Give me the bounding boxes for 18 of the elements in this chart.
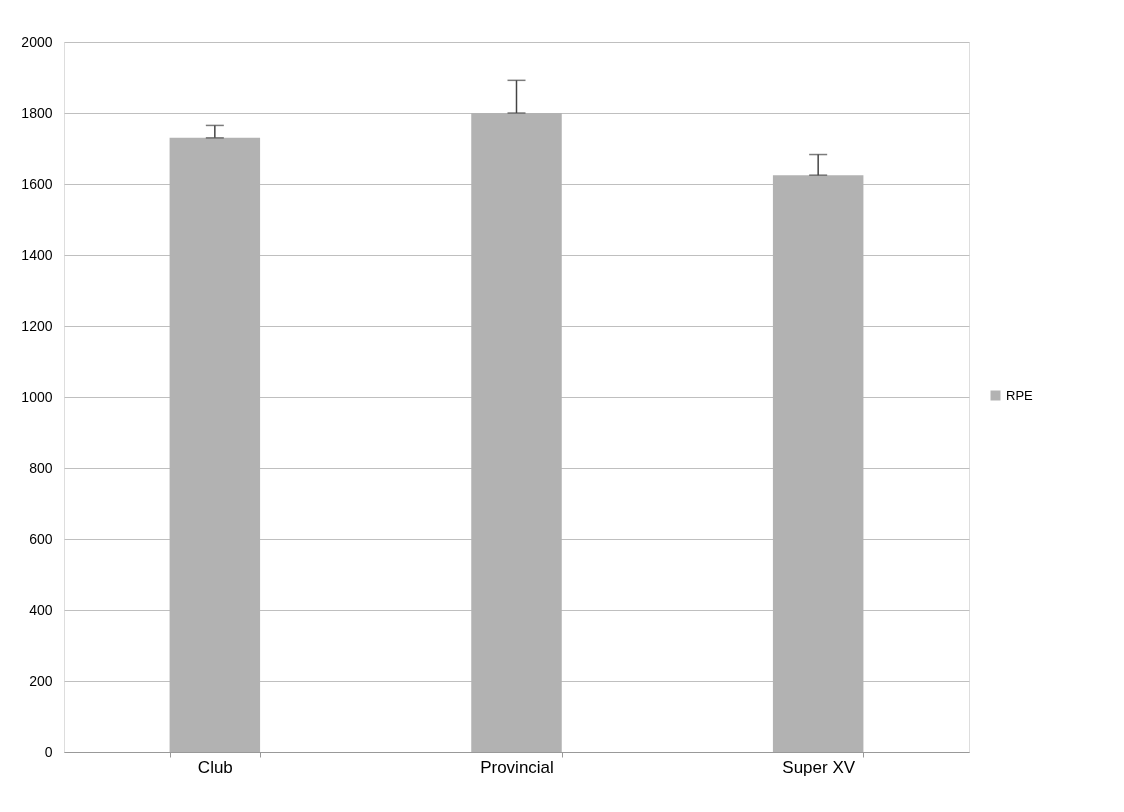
y-tick-label: 600 <box>29 530 53 547</box>
y-tick-label: 1200 <box>21 317 53 334</box>
y-tick-label: 800 <box>29 459 53 476</box>
y-tick-label: 1600 <box>21 175 53 192</box>
bar <box>772 175 864 752</box>
x-tick-label: Provincial <box>480 757 554 777</box>
y-tick-label: 400 <box>29 601 53 618</box>
x-tick-label: Club <box>197 757 233 777</box>
x-tick-label: Super XV <box>782 757 856 777</box>
y-tick-label: 1800 <box>21 104 53 121</box>
y-tick-label: 1400 <box>21 246 53 263</box>
bar <box>169 137 261 752</box>
y-tick-label: 1000 <box>21 388 53 405</box>
y-tick-label: 2000 <box>21 33 53 50</box>
y-tick-label: 200 <box>29 672 53 689</box>
y-tick-label: 0 <box>44 743 53 760</box>
bar <box>471 113 562 752</box>
legend-label: RPE <box>1006 387 1034 403</box>
